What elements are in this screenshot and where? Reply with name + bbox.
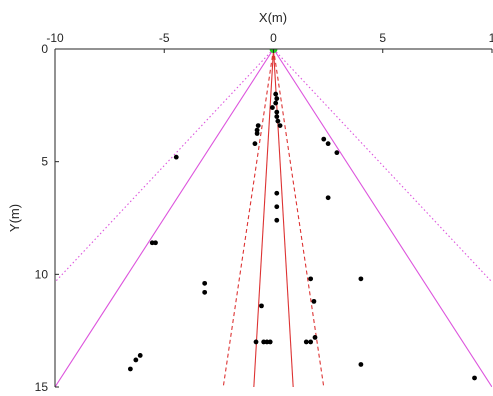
data-point-18 — [274, 217, 280, 223]
data-point-24 — [202, 280, 208, 286]
y-tick-label-0: 0 — [41, 42, 48, 56]
data-point-15 — [173, 154, 179, 160]
data-point-11 — [252, 141, 258, 147]
data-point-33 — [308, 339, 314, 345]
data-point-7 — [277, 123, 283, 129]
data-point-39 — [472, 375, 477, 381]
guide-line-5 — [253, 49, 275, 387]
guide-line-4 — [222, 49, 275, 387]
data-point-13 — [325, 141, 331, 147]
data-point-9 — [254, 127, 260, 133]
points-layer — [127, 49, 477, 381]
y-tick-label-2: 10 — [35, 267, 49, 281]
data-point-14 — [334, 150, 340, 156]
x-tick-label-1: -5 — [159, 31, 170, 45]
x-tick-label-4: 1 — [489, 31, 493, 45]
x-tick-label-3: 5 — [379, 31, 386, 45]
guide-line-6 — [272, 49, 294, 387]
data-point-25 — [202, 289, 208, 295]
data-point-34 — [312, 335, 318, 340]
data-point-27 — [259, 303, 264, 309]
data-point-35 — [358, 362, 364, 367]
data-point-2 — [273, 100, 279, 106]
data-point-28 — [253, 339, 259, 345]
data-point-37 — [133, 357, 139, 363]
guide-line-7 — [272, 49, 325, 387]
data-point-17 — [274, 204, 280, 210]
data-point-1 — [274, 96, 280, 101]
data-point-38 — [127, 366, 133, 372]
data-point-6 — [275, 118, 281, 124]
data-point-8 — [255, 123, 261, 129]
plot-area — [55, 49, 492, 387]
data-point-23 — [358, 276, 364, 282]
y-tick-label-1: 5 — [41, 155, 48, 169]
guide-line-0 — [55, 49, 274, 283]
guide-line-3 — [273, 49, 492, 283]
y-axis-label: Y(m) — [7, 204, 22, 232]
data-point-31 — [267, 339, 273, 345]
guide-line-1 — [55, 49, 274, 387]
data-point-10 — [254, 131, 260, 136]
data-point-0 — [273, 91, 279, 97]
data-point-4 — [274, 109, 280, 115]
data-point-22 — [308, 276, 314, 282]
x-axis-label: X(m) — [259, 10, 287, 25]
x-tick-label-2: 0 — [270, 31, 277, 45]
data-point-16 — [274, 190, 280, 196]
data-point-26 — [311, 298, 317, 304]
data-point-5 — [274, 114, 280, 119]
lines-layer — [55, 49, 492, 387]
data-point-19 — [325, 195, 331, 201]
data-point-3 — [270, 105, 275, 110]
data-point-12 — [321, 136, 327, 142]
x-tick-label-0: -10 — [46, 31, 64, 45]
data-point-36 — [137, 353, 143, 358]
data-point-21 — [153, 240, 158, 246]
data-point-32 — [303, 339, 309, 345]
guide-line-2 — [273, 49, 492, 387]
y-tick-label-3: 15 — [35, 380, 49, 394]
